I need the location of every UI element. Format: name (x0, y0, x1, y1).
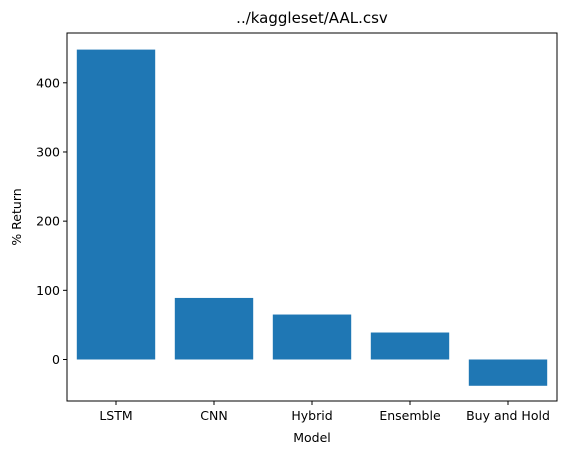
y-axis-label: % Return (9, 188, 24, 245)
y-tick-label: 0 (52, 352, 60, 367)
y-tick-label: 200 (36, 214, 60, 229)
x-tick-label: Hybrid (291, 408, 332, 423)
y-tick-label: 100 (36, 283, 60, 298)
chart-title: ../kaggleset/AAL.csv (236, 9, 388, 27)
x-axis-label: Model (293, 430, 331, 445)
x-tick-label: LSTM (99, 408, 132, 423)
bars-layer (76, 49, 548, 386)
x-tick-label: Buy and Hold (466, 408, 550, 423)
y-tick-label: 400 (36, 75, 60, 90)
bar-cnn (174, 297, 254, 360)
x-tick-label: CNN (200, 408, 227, 423)
bar-hybrid (272, 314, 352, 360)
bar-lstm (76, 49, 156, 360)
y-axis-ticks: 0 100 200 300 400 (36, 75, 67, 367)
x-axis-ticks: LSTM CNN Hybrid Ensemble Buy and Hold (99, 401, 550, 423)
bar-buy-and-hold (468, 359, 548, 386)
x-tick-label: Ensemble (379, 408, 441, 423)
y-tick-label: 300 (36, 144, 60, 159)
bar-ensemble (370, 332, 450, 360)
